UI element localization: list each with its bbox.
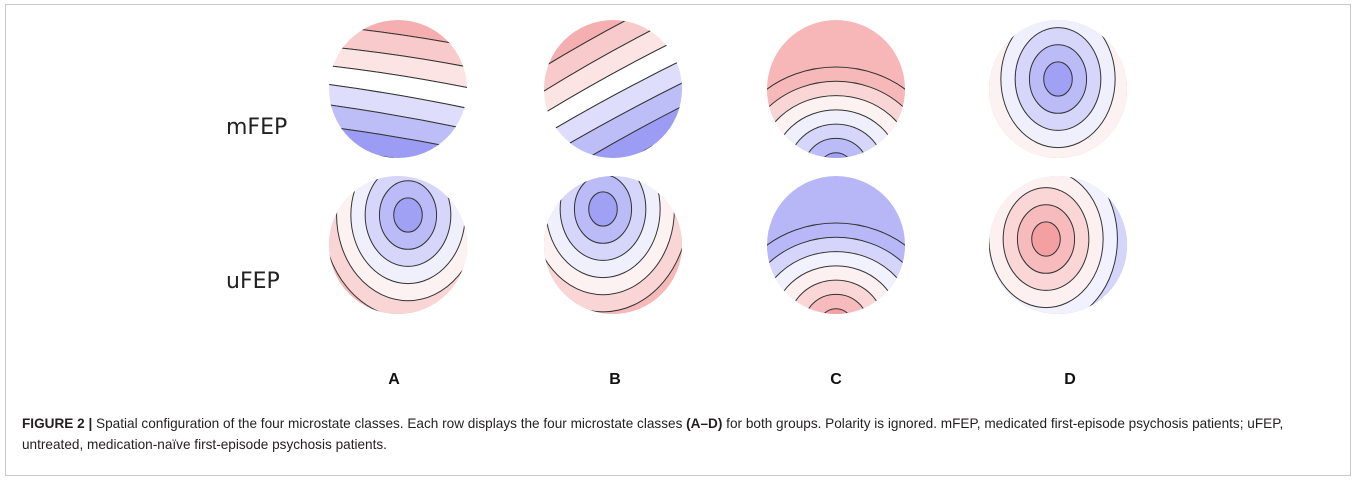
- row-label-mfep: mFEP: [226, 115, 288, 140]
- contour-band: [544, 44, 682, 158]
- topomap-mfep-d: [989, 20, 1127, 158]
- topomap-ufep-b: [544, 176, 682, 314]
- topomap-ufep-c: [767, 176, 905, 314]
- column-label-d: D: [1064, 371, 1076, 388]
- column-label-a: A: [388, 371, 400, 388]
- contour-ring: [804, 137, 868, 158]
- contour-ring: [588, 191, 618, 227]
- caption-figure-label: FIGURE 2 |: [22, 416, 93, 431]
- contour-band: [544, 20, 682, 125]
- contour-ring: [393, 197, 423, 233]
- caption-text-1: Spatial configuration of the four micros…: [92, 416, 687, 431]
- contour-ring: [788, 279, 884, 314]
- row-label-ufep: uFEP: [226, 269, 280, 294]
- topomap-mfep-c: [767, 20, 905, 158]
- topomap-ufep-a: [329, 176, 467, 314]
- contour-ring: [804, 293, 868, 314]
- column-label-b: B: [609, 371, 621, 388]
- topomap-mfep-b: [544, 20, 682, 158]
- contour-ring: [788, 123, 884, 158]
- contour-ring: [819, 308, 853, 314]
- caption-bold-ref: (A–D): [686, 416, 723, 431]
- figure-frame: [5, 4, 1351, 476]
- topomap-ufep-d: [989, 176, 1127, 314]
- contour-band: [544, 20, 682, 143]
- topomap-mfep-a: [329, 20, 467, 158]
- contour-ring: [1031, 221, 1061, 257]
- figure-caption: FIGURE 2 | Spatial configuration of the …: [22, 413, 1332, 455]
- caption-text-2: for both groups. Polarity is ignored. mF…: [22, 416, 1284, 452]
- contour-band: [329, 94, 467, 158]
- contour-ring: [1043, 61, 1073, 97]
- column-label-c: C: [830, 371, 842, 388]
- contour-ring: [819, 152, 853, 158]
- contour-band: [329, 74, 467, 148]
